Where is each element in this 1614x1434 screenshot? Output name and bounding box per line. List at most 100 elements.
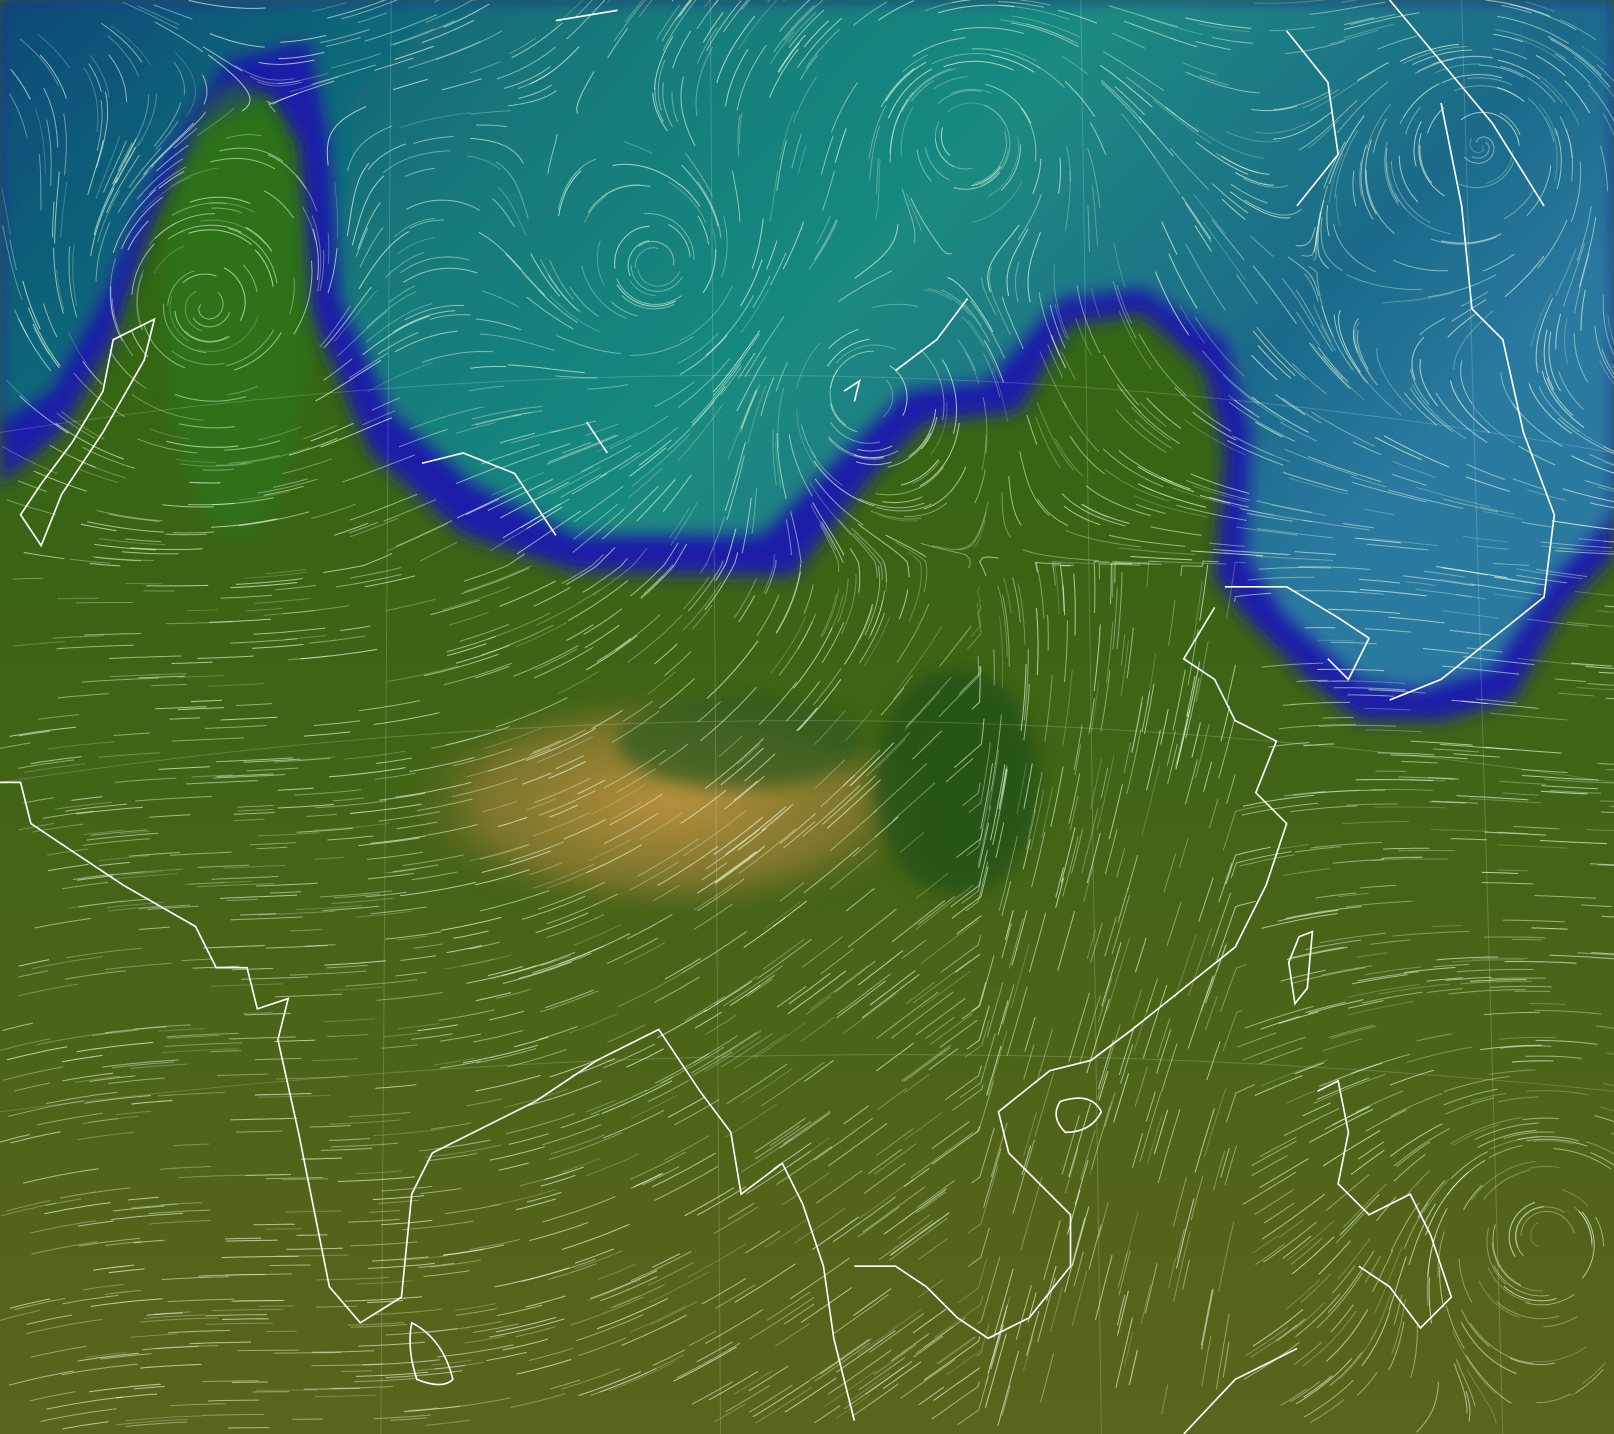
wind-streamline [930, 1013, 973, 1045]
wind-streamline [1034, 1072, 1055, 1137]
wind-streamline [721, 215, 728, 277]
wind-streamline [1393, 1294, 1403, 1325]
wind-streamline [923, 1336, 981, 1381]
wind-streamline [418, 1262, 455, 1268]
wind-streamline [800, 1016, 835, 1042]
wind-streamline [1471, 141, 1490, 159]
wind-streamline [573, 503, 619, 540]
wind-streamline [387, 522, 449, 552]
wind-streamline [769, 30, 795, 65]
wind-streamline [680, 789, 727, 824]
wind-streamline [612, 163, 681, 186]
wind-streamline [385, 868, 417, 874]
wind-streamline [796, 409, 817, 468]
wind-streamline [444, 1203, 501, 1215]
wind-streamline [246, 767, 299, 772]
wind-streamline [1094, 1255, 1113, 1321]
wind-streamline [971, 48, 1041, 69]
wind-streamline [783, 1303, 815, 1325]
wind-streamline [1492, 33, 1523, 43]
wind-streamline [131, 1203, 178, 1209]
wind-streamline [500, 481, 569, 519]
wind-streamline [1416, 1033, 1452, 1042]
wind-streamline [365, 891, 407, 898]
wind-streamline [1388, 616, 1445, 624]
wind-streamline [725, 48, 749, 107]
wind-streamline [912, 460, 941, 484]
wind-streamline [446, 945, 483, 954]
wind-streamline [6, 499, 57, 516]
wind-streamline [640, 575, 664, 598]
wind-streamline [1054, 438, 1084, 477]
wind-streamline [528, 1221, 589, 1242]
wind-streamline [1194, 316, 1245, 377]
wind-streamline [437, 1344, 514, 1358]
wind-streamline [815, 1170, 863, 1204]
wind-streamline [515, 622, 567, 648]
wind-streamline [489, 1318, 565, 1338]
wind-streamline [1011, 910, 1028, 966]
wind-streamline [256, 80, 303, 87]
wind-streamline [1564, 80, 1591, 114]
wind-streamline [10, 1131, 61, 1144]
wind-streamline [1557, 417, 1614, 455]
wind-streamline [29, 1391, 76, 1402]
wind-streamline [472, 1323, 519, 1334]
wind-streamline [510, 1392, 566, 1408]
wind-streamline [694, 1011, 722, 1029]
wind-streamline [507, 364, 585, 374]
wind-streamline [82, 360, 103, 385]
wind-streamline [629, 542, 679, 597]
wind-streamline [1352, 170, 1357, 207]
wind-streamline [1419, 144, 1433, 184]
wind-streamline [997, 585, 1008, 657]
wind-streamline [828, 1123, 888, 1167]
wind-streamline [1589, 863, 1614, 866]
wind-streamline [549, 259, 575, 300]
wind-streamline [107, 905, 160, 912]
wind-streamline [829, 403, 858, 433]
wind-streamline [105, 154, 141, 214]
wind-streamline [1065, 529, 1141, 548]
wind-streamline [1372, 118, 1387, 153]
wind-streamline [1300, 1273, 1331, 1303]
wind-streamline [912, 1308, 947, 1334]
wind-streamline [346, 162, 370, 237]
wind-streamline [862, 1186, 926, 1233]
wind-streamline [1069, 435, 1105, 475]
wind-streamline [45, 1198, 82, 1207]
wind-streamline [1075, 317, 1092, 356]
wind-streamline [282, 605, 350, 615]
wind-streamline [522, 772, 552, 785]
wind-streamline [571, 1296, 644, 1326]
wind-streamline [947, 276, 994, 333]
wind-streamline [1526, 165, 1552, 217]
wind-streamline [1555, 678, 1586, 683]
wind-streamline [1456, 594, 1487, 600]
wind-streamline [1269, 26, 1316, 32]
wind-streamline [920, 416, 938, 450]
wind-streamline [1382, 292, 1454, 304]
wind-streamline [953, 171, 1001, 190]
wind-streamline [276, 1075, 349, 1080]
wind-streamline [941, 359, 958, 434]
wind-streamline [1601, 348, 1614, 375]
wind-streamline [934, 121, 973, 170]
wind-streamline [216, 773, 274, 778]
wind-streamline [859, 498, 925, 509]
wind-streamline [242, 264, 258, 293]
wind-streamline [829, 594, 844, 634]
wind-streamline [1161, 477, 1191, 490]
wind-streamline [473, 1029, 524, 1043]
wind-streamline [998, 1, 1045, 8]
wind-streamline [355, 1371, 428, 1377]
wind-streamline [1573, 1206, 1593, 1248]
wind-streamline [1355, 537, 1402, 544]
wind-streamline [983, 353, 1001, 398]
wind-streamline [1603, 446, 1614, 453]
wind-streamline [1392, 460, 1436, 479]
wind-streamline [1383, 435, 1450, 468]
wind-streamline [1198, 23, 1250, 33]
wind-streamline [440, 916, 502, 931]
